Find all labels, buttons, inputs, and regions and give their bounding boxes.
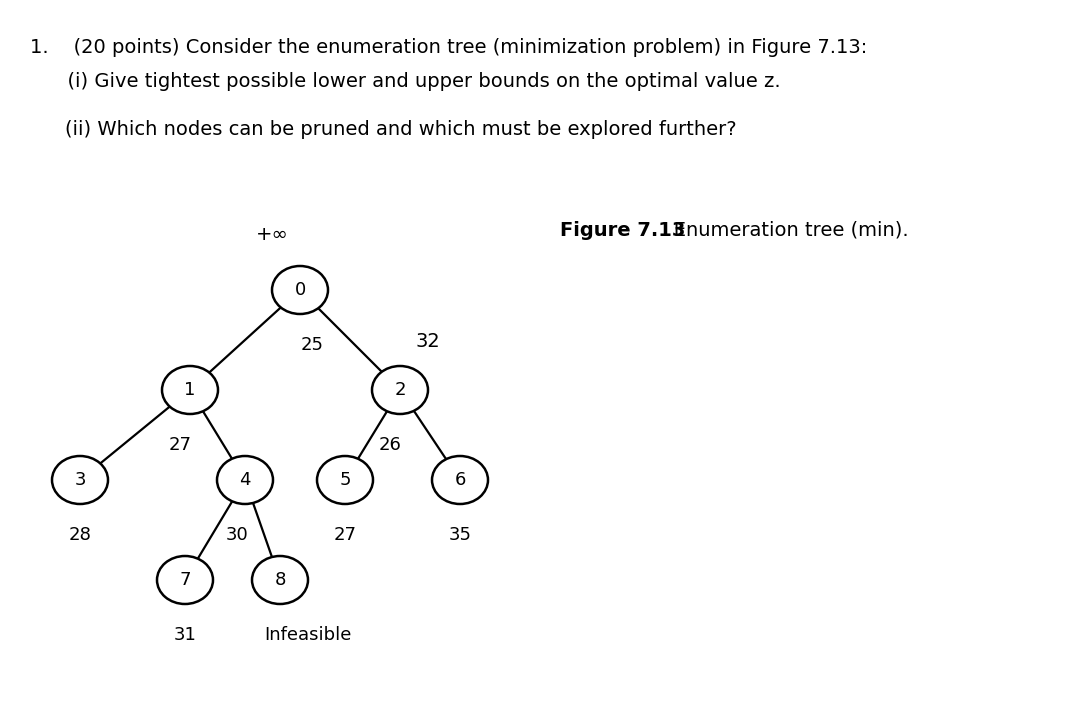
Ellipse shape <box>372 366 428 414</box>
Text: 3: 3 <box>74 471 86 489</box>
Text: 7: 7 <box>179 571 191 589</box>
Text: (ii) Which nodes can be pruned and which must be explored further?: (ii) Which nodes can be pruned and which… <box>65 120 736 139</box>
Text: 1.    (20 points) Consider the enumeration tree (minimization problem) in Figure: 1. (20 points) Consider the enumeration … <box>30 38 868 57</box>
Text: 26: 26 <box>379 436 402 454</box>
Text: 35: 35 <box>449 526 471 544</box>
Text: 6: 6 <box>454 471 466 489</box>
Text: 27: 27 <box>168 436 191 454</box>
Text: 0: 0 <box>294 281 305 299</box>
Ellipse shape <box>52 456 108 504</box>
Text: Enumeration tree (min).: Enumeration tree (min). <box>655 221 909 239</box>
Ellipse shape <box>272 266 328 314</box>
Ellipse shape <box>162 366 218 414</box>
Ellipse shape <box>252 556 308 604</box>
Text: 5: 5 <box>339 471 351 489</box>
Text: Figure 7.13: Figure 7.13 <box>560 221 685 239</box>
Text: 25: 25 <box>301 336 324 354</box>
Text: 1: 1 <box>185 381 195 399</box>
Text: (i) Give tightest possible lower and upper bounds on the optimal value z.: (i) Give tightest possible lower and upp… <box>30 72 781 91</box>
Ellipse shape <box>217 456 273 504</box>
Text: 27: 27 <box>333 526 356 544</box>
Ellipse shape <box>157 556 213 604</box>
Text: Infeasible: Infeasible <box>264 626 352 644</box>
Text: 28: 28 <box>68 526 91 544</box>
Ellipse shape <box>432 456 488 504</box>
Text: 8: 8 <box>275 571 286 589</box>
Text: 4: 4 <box>239 471 251 489</box>
Text: 32: 32 <box>416 332 441 351</box>
Text: 31: 31 <box>174 626 197 644</box>
Text: 30: 30 <box>226 526 249 544</box>
Ellipse shape <box>317 456 372 504</box>
Text: 2: 2 <box>394 381 406 399</box>
Text: +∞: +∞ <box>255 225 289 244</box>
